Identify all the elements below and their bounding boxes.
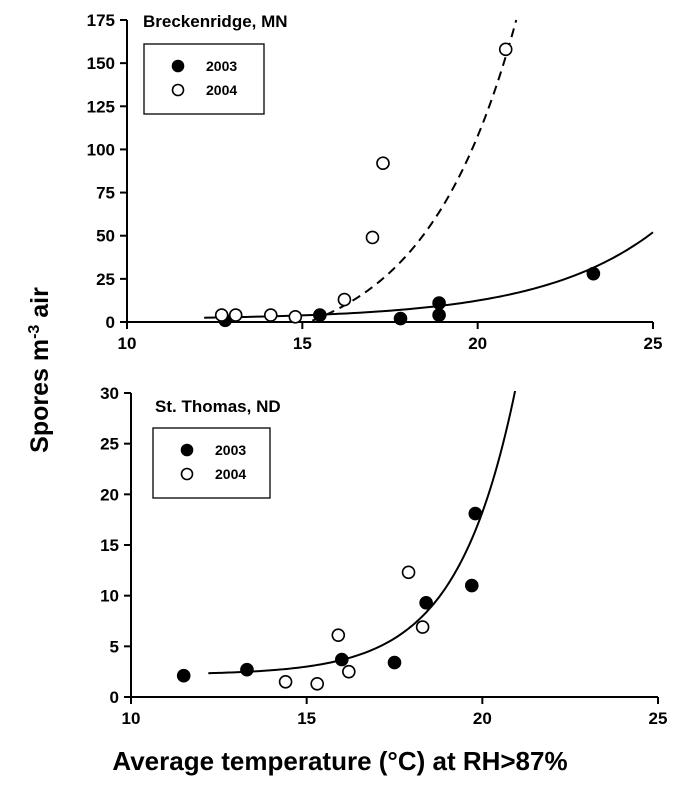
x-tick-label: 15 <box>293 334 312 353</box>
data-point-2004 <box>415 620 430 634</box>
data-point-2003 <box>432 308 446 322</box>
y-tick-label: 25 <box>96 270 115 289</box>
y-tick-label: 5 <box>110 637 119 656</box>
y-tick-label: 100 <box>87 140 115 159</box>
panel-title: Breckenridge, MN <box>143 12 288 31</box>
data-point-2004 <box>365 230 380 245</box>
y-tick-label: 20 <box>100 485 119 504</box>
y-axis-label: Spores m-3 air <box>26 287 54 453</box>
legend-box <box>143 43 265 115</box>
y-tick-label: 75 <box>96 184 115 203</box>
panel-title: St. Thomas, ND <box>155 397 281 416</box>
legend-label-2003: 2003 <box>206 58 237 74</box>
panel-breckenridge: 0 25 50 75 100 125 150 175 10 15 20 25 Breckenridge,… <box>87 11 663 353</box>
panel-st-thomas: 0 5 10 15 20 25 30 10 15 20 25 St. Thomas, ND 2003 20… <box>100 384 667 728</box>
y-axis-label-sup: -3 <box>26 325 43 339</box>
y-tick-label: 175 <box>87 11 115 30</box>
legend-label-2004: 2004 <box>215 466 246 482</box>
x-tick-label: 20 <box>468 334 487 353</box>
y-tick-label: 10 <box>100 587 119 606</box>
data-point-2004 <box>214 308 229 322</box>
data-point-2003 <box>387 655 402 670</box>
data-point-2004 <box>337 292 352 307</box>
x-tick-label: 10 <box>122 709 141 728</box>
data-point-2004 <box>401 565 416 580</box>
legend-label-2003: 2003 <box>215 442 246 458</box>
data-point-2003 <box>432 296 446 310</box>
y-tick-label: 0 <box>106 313 115 332</box>
x-tick-label: 20 <box>473 709 492 728</box>
data-point-2004 <box>228 308 243 322</box>
data-point-2004 <box>278 674 293 689</box>
y-tick-label: 30 <box>100 384 119 403</box>
y-axis-label-rest: air <box>26 287 54 325</box>
data-point-2004 <box>342 664 356 679</box>
data-point-2004 <box>310 677 325 691</box>
fit-curve-2003 <box>204 231 654 319</box>
fit-curve-2004 <box>305 19 518 322</box>
x-tick-label: 25 <box>649 709 668 728</box>
data-point-2003 <box>586 266 601 281</box>
x-tick-label: 15 <box>297 709 316 728</box>
y-tick-label: 15 <box>100 536 119 555</box>
x-tick-label: 10 <box>118 334 137 353</box>
data-point-2003 <box>468 506 483 521</box>
y-tick-label: 25 <box>100 435 119 454</box>
data-point-2003 <box>419 595 433 610</box>
y-tick-label: 125 <box>87 97 115 116</box>
y-axis-label-wrap: Spores m-3 air <box>18 150 58 590</box>
data-point-2004 <box>376 156 390 171</box>
data-point-2003 <box>313 308 327 322</box>
data-point-2004 <box>288 310 303 324</box>
legend-box <box>152 427 271 499</box>
x-axis-label: Average temperature (°C) at RH>87% <box>112 746 568 776</box>
y-tick-label: 0 <box>110 688 119 707</box>
legend-marker-2003 <box>171 59 185 73</box>
data-point-2003 <box>176 668 191 683</box>
legend-marker-2004 <box>171 83 185 97</box>
legend-marker-2004 <box>180 467 194 481</box>
fit-curve-2003 <box>208 391 517 675</box>
x-tick-label: 25 <box>644 334 663 353</box>
legend-label-2004: 2004 <box>206 82 237 98</box>
legend-marker-2003 <box>180 443 194 457</box>
data-point-2004 <box>263 308 278 322</box>
data-point-2003 <box>464 578 479 593</box>
data-point-2003 <box>240 662 254 677</box>
y-tick-label: 150 <box>87 54 115 73</box>
data-point-2004 <box>498 42 513 57</box>
y-axis-label-main: Spores m <box>26 339 54 453</box>
data-point-2003 <box>393 311 408 326</box>
y-tick-label: 50 <box>96 227 115 246</box>
data-point-2003 <box>334 652 349 667</box>
data-point-2004 <box>331 628 346 642</box>
